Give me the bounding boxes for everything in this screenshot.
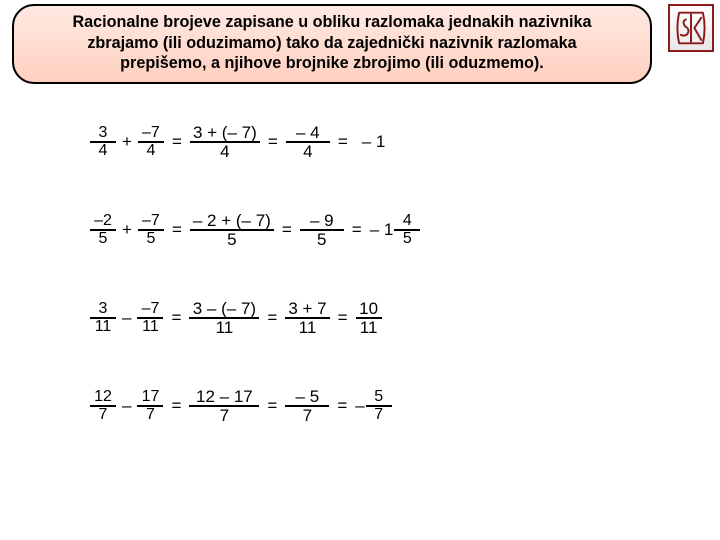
equals-sign: =: [329, 396, 355, 416]
fraction-step-2: – 57: [285, 388, 329, 425]
equals-sign: =: [259, 308, 285, 328]
rule-line-3: prepišemo, a njihove brojnike zbrojimo (…: [28, 53, 636, 74]
equals-sign: =: [164, 132, 190, 152]
fraction-step-2: 3 + 711: [285, 300, 329, 337]
equation-row-2: –25 + –75 = – 2 + (– 7)5 = – 95 = – 1 45: [90, 206, 650, 254]
fraction-step-1: – 2 + (– 7)5: [190, 212, 274, 249]
result-plain: – 1: [356, 132, 386, 152]
equals-sign: =: [330, 132, 356, 152]
equals-sign: =: [260, 132, 286, 152]
equals-sign: =: [274, 220, 300, 240]
fraction-lhs-a: 311: [90, 301, 116, 336]
result-signed-fraction: – 57: [355, 389, 391, 424]
fraction-lhs-a: 127: [90, 389, 116, 424]
operator: –: [116, 396, 137, 416]
equation-row-4: 127 – 177 = 12 – 177 = – 57 = – 57: [90, 382, 650, 430]
equals-sign: =: [164, 220, 190, 240]
brand-logo: [668, 4, 714, 52]
fraction-step-2: – 95: [300, 212, 344, 249]
fraction-step-1: 3 + (– 7)4: [190, 124, 260, 161]
rule-box: Racionalne brojeve zapisane u obliku raz…: [12, 4, 652, 84]
operator: +: [116, 132, 138, 152]
fraction-lhs-a: –25: [90, 213, 116, 248]
rule-line-1: Racionalne brojeve zapisane u obliku raz…: [28, 12, 636, 33]
equals-sign: =: [163, 308, 189, 328]
equals-sign: =: [330, 308, 356, 328]
equations-area: 34 + –74 = 3 + (– 7)4 = – 44 = – 1 –25 +…: [90, 118, 650, 430]
rule-line-2: zbrajamo (ili oduzimamo) tako da zajedni…: [28, 33, 636, 54]
fraction-step-1: 3 – (– 7)11: [189, 300, 259, 337]
operator: +: [116, 220, 138, 240]
equals-sign: =: [163, 396, 189, 416]
equals-sign: =: [259, 396, 285, 416]
fraction-lhs-a: 34: [90, 125, 116, 160]
equation-row-3: 311 – –711 = 3 – (– 7)11 = 3 + 711 = 101…: [90, 294, 650, 342]
equals-sign: =: [344, 220, 370, 240]
logo-mark-icon: [674, 9, 708, 47]
fraction-lhs-b: 177: [137, 389, 163, 424]
fraction-lhs-b: –711: [137, 301, 163, 336]
operator: –: [116, 308, 137, 328]
fraction-step-3: 1011: [356, 300, 382, 337]
equation-row-1: 34 + –74 = 3 + (– 7)4 = – 44 = – 1: [90, 118, 650, 166]
fraction-lhs-b: –75: [138, 213, 164, 248]
fraction-step-2: – 44: [286, 124, 330, 161]
result-mixed: – 1 45: [370, 213, 421, 248]
fraction-lhs-b: –74: [138, 125, 164, 160]
fraction-step-1: 12 – 177: [189, 388, 259, 425]
